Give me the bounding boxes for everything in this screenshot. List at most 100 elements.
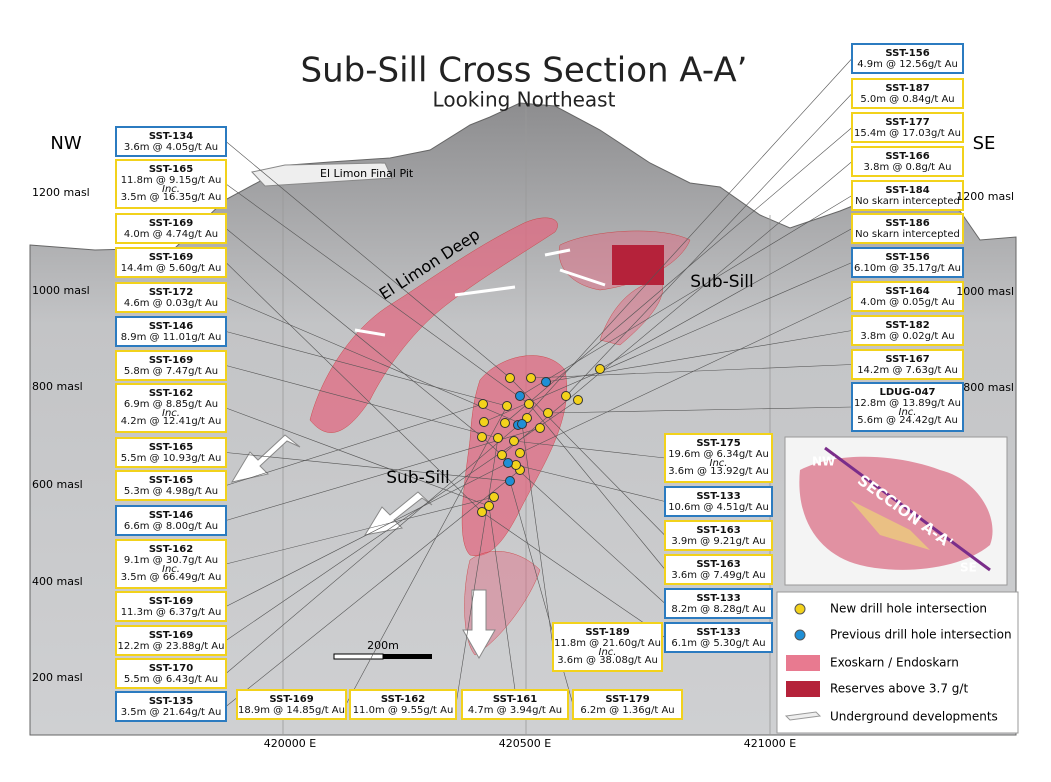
hole-id: SST-162 [381,694,425,705]
scale-bar [333,653,432,660]
inc-label: Inc. [162,184,180,195]
intercept: 12.8m @ 13.89g/t Au [854,398,961,409]
callout-box [115,383,227,433]
intercept: 5.8m @ 7.47g/t Au [124,366,218,377]
intercept: 10.6m @ 4.51g/t Au [668,502,769,513]
intercept: 12.2m @ 23.88g/t Au [118,641,225,652]
leader-line [225,297,523,425]
legend-label: Reserves above 3.7 g/t [830,682,968,696]
hole-id: SST-162 [149,388,193,399]
callout-box [115,691,227,722]
direction-left: NW [50,133,81,154]
new-intersection [505,373,515,383]
callout-box [664,520,773,551]
leader-line [225,407,490,507]
intercept: 3.6m @ 13.92g/t Au [668,466,769,477]
hole-id: SST-165 [149,442,193,453]
legend: New drill hole intersection Previous dri… [776,591,1019,734]
intercept: 14.2m @ 7.63g/t Au [857,365,958,376]
leader-line [519,195,853,397]
final-pit [251,162,393,187]
new-intersection [526,373,536,383]
intercept: 8.2m @ 8.28g/t Au [671,604,765,615]
new-intersection [477,432,487,442]
callout-box [115,247,227,278]
hole-id: SST-165 [149,164,193,175]
callout-box [664,433,773,483]
leader-line [225,403,484,486]
callout-box [851,146,964,177]
intercept: 3.6m @ 7.49g/t Au [671,570,765,581]
callout-box [115,539,227,589]
leader-line [455,437,499,705]
intercept: 6.2m @ 1.36g/t Au [580,705,674,716]
new-intersection [515,448,525,458]
new-intersection [561,391,571,401]
hole-id: SST-169 [269,694,313,705]
subtitle: Looking Northeast [433,88,616,112]
new-intersection [524,399,534,409]
inset-nw: NW [812,455,835,469]
callout-box [851,43,964,74]
leader-line [225,417,528,674]
inc-label: Inc. [162,564,180,575]
elevation-label: 1200 masl [32,186,90,199]
new-intersection [502,401,512,411]
inset-map: NW SE SECCION A-A' [784,436,1008,586]
hole-id: SST-164 [885,286,929,297]
hole-id: SST-169 [149,355,193,366]
callout-box [115,591,227,622]
direction-right: SE [973,133,996,154]
callout-box [572,689,683,720]
hole-id: SST-161 [493,694,537,705]
intercept: 15.4m @ 17.03g/t Au [854,128,961,139]
intercept: 4.0m @ 0.05g/t Au [860,297,954,308]
callout-box [461,689,569,720]
leader-line [515,464,666,502]
callout-box [664,486,773,517]
pit-label: El Limon Final Pit [320,167,414,180]
new-intersection [484,501,494,511]
leader-line [225,452,511,482]
intercept: 5.3m @ 4.98g/t Au [124,486,218,497]
intercept: 3.5m @ 16.35g/t Au [121,192,222,203]
hole-id: SST-170 [149,663,193,674]
leader-line [504,127,853,424]
leader-line [530,364,853,379]
leader-line [225,365,499,439]
intercept: 5.6m @ 24.42g/t Au [857,415,958,426]
previous-intersection [503,458,513,468]
previous-intersection [517,419,527,429]
leader-line [528,403,666,570]
intercept: 11.0m @ 9.55g/t Au [353,705,454,716]
callout-box [664,622,773,653]
callout-box [115,505,227,536]
inc-label: Inc. [899,407,917,418]
hole-id: SST-167 [885,354,929,365]
callout-box [851,349,964,380]
callout-box [115,126,227,157]
hole-id: SST-186 [885,218,929,229]
leader-line [519,296,853,454]
callout-box [851,180,964,211]
hole-id: SST-163 [696,559,740,570]
arrows [230,434,496,660]
hole-id: SST-146 [149,321,193,332]
previous-intersection [515,391,525,401]
callout-box [664,588,773,619]
hole-id: LDUG-047 [879,387,935,398]
callout-box [115,350,227,381]
intercept: 5.5m @ 6.43g/t Au [124,674,218,685]
legend-label: New drill hole intersection [830,602,987,616]
hole-id: SST-133 [696,593,740,604]
new-intersection [478,399,488,409]
intercept: 3.5m @ 21.64g/t Au [121,707,222,718]
leader-line [225,262,483,513]
hole-id: SST-133 [696,491,740,502]
intercept: 11.8m @ 9.15g/t Au [121,175,222,186]
hole-id: SST-182 [885,320,929,331]
leader-line [599,228,853,370]
hole-id: SST-187 [885,83,929,94]
elevation-label: 600 masl [32,478,83,491]
